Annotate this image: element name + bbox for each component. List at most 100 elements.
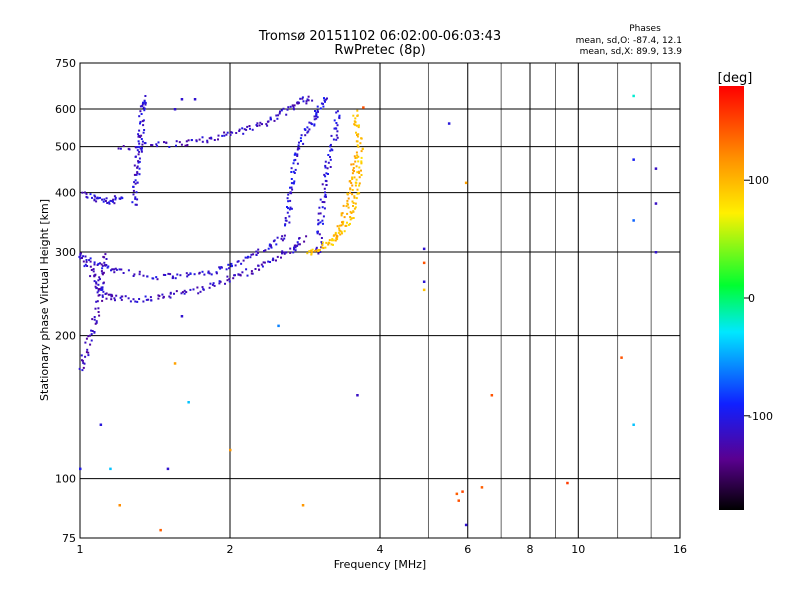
- trace-point: [303, 241, 305, 243]
- trace-point: [164, 274, 166, 276]
- echo-point: [423, 248, 426, 251]
- echo-point: [302, 504, 305, 507]
- trace-point: [98, 311, 100, 313]
- trace-point: [140, 135, 142, 137]
- x-tick-label: 16: [673, 543, 687, 556]
- trace-point: [361, 150, 363, 152]
- trace-point: [293, 180, 295, 182]
- colorbar-ticks: 100 0 -100: [744, 174, 773, 423]
- trace-point: [223, 135, 225, 137]
- trace-point: [144, 101, 146, 103]
- echo-point: [109, 468, 112, 471]
- echo-point: [362, 106, 365, 109]
- trace-point: [295, 246, 297, 248]
- trace-point: [158, 295, 160, 297]
- trace-point: [95, 301, 97, 303]
- trace-point: [101, 270, 103, 272]
- trace-point: [335, 233, 337, 235]
- trace-point: [226, 268, 228, 270]
- trace-point: [319, 249, 321, 251]
- trace-point: [349, 180, 351, 182]
- trace-point: [320, 212, 322, 214]
- trace-point: [314, 116, 316, 118]
- trace-point: [251, 273, 253, 275]
- trace-point: [352, 172, 354, 174]
- trace-point: [143, 275, 145, 277]
- trace-point: [354, 155, 356, 157]
- trace-point: [322, 247, 324, 249]
- trace-point: [136, 198, 138, 200]
- trace-point: [219, 280, 221, 282]
- trace-point: [158, 141, 160, 143]
- trace-point: [176, 140, 178, 142]
- trace-point: [350, 164, 352, 166]
- trace-point: [94, 261, 96, 263]
- trace-point: [338, 227, 340, 229]
- trace-point: [137, 182, 139, 184]
- trace-point: [293, 171, 295, 173]
- trace-point: [247, 256, 249, 258]
- trace-point: [337, 124, 339, 126]
- trace-point: [130, 300, 132, 302]
- echo-point: [458, 499, 461, 502]
- trace-point: [94, 319, 96, 321]
- trace-point: [196, 287, 198, 289]
- trace-point: [234, 274, 236, 276]
- trace-point: [97, 263, 99, 265]
- trace-point: [106, 298, 108, 300]
- trace-point: [357, 189, 359, 191]
- trace-point: [339, 225, 341, 227]
- trace-point: [342, 212, 344, 214]
- trace-point: [343, 205, 345, 207]
- trace-point: [322, 201, 324, 203]
- trace-point: [286, 220, 288, 222]
- trace-point: [245, 129, 247, 131]
- trace-point: [91, 340, 93, 342]
- trace-point: [211, 273, 213, 275]
- trace-point: [326, 184, 328, 186]
- trace-point: [275, 260, 277, 262]
- trace-point: [287, 194, 289, 196]
- trace-point: [86, 265, 88, 267]
- trace-point: [189, 272, 191, 274]
- trace-point: [104, 264, 106, 266]
- trace-point: [314, 110, 316, 112]
- trace-point: [82, 362, 84, 364]
- trace-point: [315, 113, 317, 115]
- trace-point: [291, 182, 293, 184]
- trace-point: [261, 123, 263, 125]
- trace-point: [203, 274, 205, 276]
- trace-point: [274, 239, 276, 241]
- trace-point: [356, 165, 358, 167]
- trace-point: [99, 278, 101, 280]
- trace-point: [83, 367, 85, 369]
- trace-point: [356, 179, 358, 181]
- trace-point: [353, 123, 355, 125]
- trace-point: [113, 202, 115, 204]
- trace-point: [304, 134, 306, 136]
- trace-point: [279, 111, 281, 113]
- trace-point: [136, 171, 138, 173]
- trace-point: [257, 249, 259, 251]
- plot-area: [78, 63, 680, 538]
- trace-point: [142, 124, 144, 126]
- trace-point: [146, 276, 148, 278]
- trace-point: [346, 213, 348, 215]
- trace-point: [144, 95, 146, 97]
- trace-point: [341, 214, 343, 216]
- trace-point: [141, 138, 143, 140]
- trace-point: [186, 144, 188, 146]
- trace-point: [355, 182, 357, 184]
- trace-point: [318, 213, 320, 215]
- trace-point: [116, 269, 118, 271]
- y-tick-label: 300: [55, 246, 76, 259]
- trace-point: [351, 177, 353, 179]
- trace-point: [114, 299, 116, 301]
- trace-point: [249, 256, 251, 258]
- trace-point: [310, 250, 312, 252]
- trace-point: [165, 142, 167, 144]
- echo-point: [423, 262, 426, 265]
- trace-point: [327, 173, 329, 175]
- trace-point: [324, 165, 326, 167]
